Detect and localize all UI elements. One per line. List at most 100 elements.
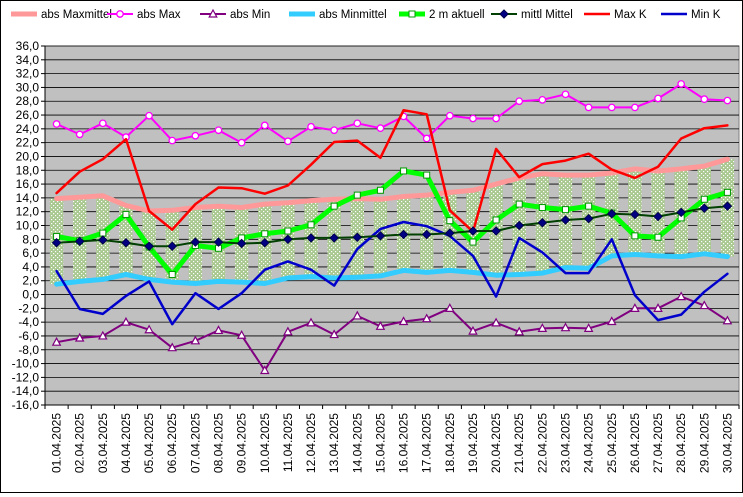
series-layer (51, 80, 733, 375)
y-tick-label: 20,0 (16, 149, 40, 163)
data-point (606, 316, 617, 326)
y-tick-label: -6,0 (18, 329, 39, 343)
x-axis: 01.04.2025 02.04.2025 03.04.2025 04.04.2025… (44, 404, 740, 473)
data-point (375, 321, 386, 330)
data-point (515, 200, 523, 208)
data-point (121, 237, 131, 248)
data-point (75, 130, 84, 139)
y-tick-label: 12,0 (16, 205, 40, 219)
data-point (283, 326, 293, 336)
data-point (408, 10, 416, 18)
legend-label: abs Min (230, 9, 270, 21)
y-tick-label: 22,0 (16, 136, 40, 150)
series-line (55, 220, 729, 326)
series-line (55, 295, 729, 372)
data-point (400, 167, 408, 175)
data-point (284, 137, 292, 146)
data-point (607, 103, 616, 112)
data-point (631, 103, 639, 112)
data-point (352, 232, 363, 243)
data-point (468, 325, 478, 335)
x-tick-label: 05.04.2025 (142, 413, 156, 473)
data-point (330, 202, 338, 210)
data-point (722, 201, 733, 211)
data-point (491, 317, 501, 327)
y-tick-label: -14,0 (12, 384, 40, 398)
data-point (445, 111, 454, 120)
data-point (306, 233, 316, 243)
data-point (654, 94, 662, 103)
y-tick-label: -2,0 (18, 301, 39, 315)
x-tick-label: 08.04.2025 (212, 413, 226, 473)
data-point (237, 138, 246, 147)
legend-item: Max K (584, 9, 647, 21)
x-tick-label: 25.04.2025 (605, 413, 619, 473)
data-point (214, 126, 223, 135)
y-tick-label: -12,0 (12, 370, 40, 384)
data-point (52, 120, 61, 128)
data-point (121, 316, 131, 326)
y-tick-label: 0,0 (22, 288, 39, 302)
data-point (583, 323, 594, 332)
data-point (422, 134, 431, 143)
data-point (469, 114, 477, 123)
data-point (677, 80, 686, 88)
data-point (630, 303, 640, 312)
data-point (700, 95, 709, 104)
legend-label: Min K (691, 9, 721, 21)
data-point (491, 226, 501, 236)
data-point (116, 10, 124, 18)
y-tick-label: 34,0 (16, 53, 40, 67)
data-point (421, 313, 432, 323)
y-tick-label: -8,0 (18, 343, 39, 357)
x-tick-label: 13.04.2025 (327, 413, 341, 473)
data-point (723, 96, 732, 105)
x-tick-label: 28.04.2025 (674, 413, 688, 473)
legend: abs Maxmittel abs Max abs Min abs Minmittel… (11, 8, 721, 21)
data-point (398, 316, 409, 326)
x-tick-label: 14.04.2025 (350, 413, 364, 473)
data-point (307, 122, 315, 131)
x-tick-label: 15.04.2025 (373, 413, 387, 473)
data-point (722, 315, 733, 325)
data-point (630, 209, 640, 220)
x-tick-label: 03.04.2025 (96, 413, 110, 473)
data-point (352, 310, 363, 320)
y-tick-label: -4,0 (18, 315, 39, 329)
data-point (653, 303, 663, 312)
data-point (562, 206, 569, 214)
x-tick-label: 18.04.2025 (443, 413, 457, 473)
x-tick-label: 26.04.2025 (628, 413, 642, 473)
data-point (74, 332, 85, 342)
series-line (54, 251, 730, 287)
data-point (307, 221, 315, 229)
data-point (676, 291, 686, 301)
data-point (260, 237, 270, 248)
y-axis: 36,034,032,030,028,026,024,022,020,018,0… (12, 39, 46, 412)
data-point (259, 365, 270, 375)
data-point (537, 217, 548, 228)
data-point (51, 237, 62, 248)
y-tick-label: 28,0 (16, 94, 40, 108)
data-point (98, 119, 107, 128)
data-point (607, 208, 617, 219)
data-point (585, 202, 593, 210)
data-point (492, 216, 500, 224)
data-point (560, 215, 571, 225)
x-tick-label: 24.04.2025 (582, 413, 596, 473)
data-point (330, 126, 339, 135)
data-point (375, 231, 386, 241)
data-point (421, 229, 432, 240)
series-line (55, 83, 729, 144)
data-point (514, 220, 524, 231)
data-point (514, 326, 525, 336)
data-point (260, 121, 269, 130)
data-point (654, 233, 662, 241)
legend-label: mittl Mittel (521, 9, 573, 21)
data-point (191, 131, 200, 140)
data-point (560, 322, 571, 332)
legend-item: abs Maxmittel (11, 9, 112, 21)
x-tick-label: 17.04.2025 (420, 413, 434, 473)
legend-label: abs Minmittel (319, 9, 387, 21)
data-point (469, 238, 477, 246)
